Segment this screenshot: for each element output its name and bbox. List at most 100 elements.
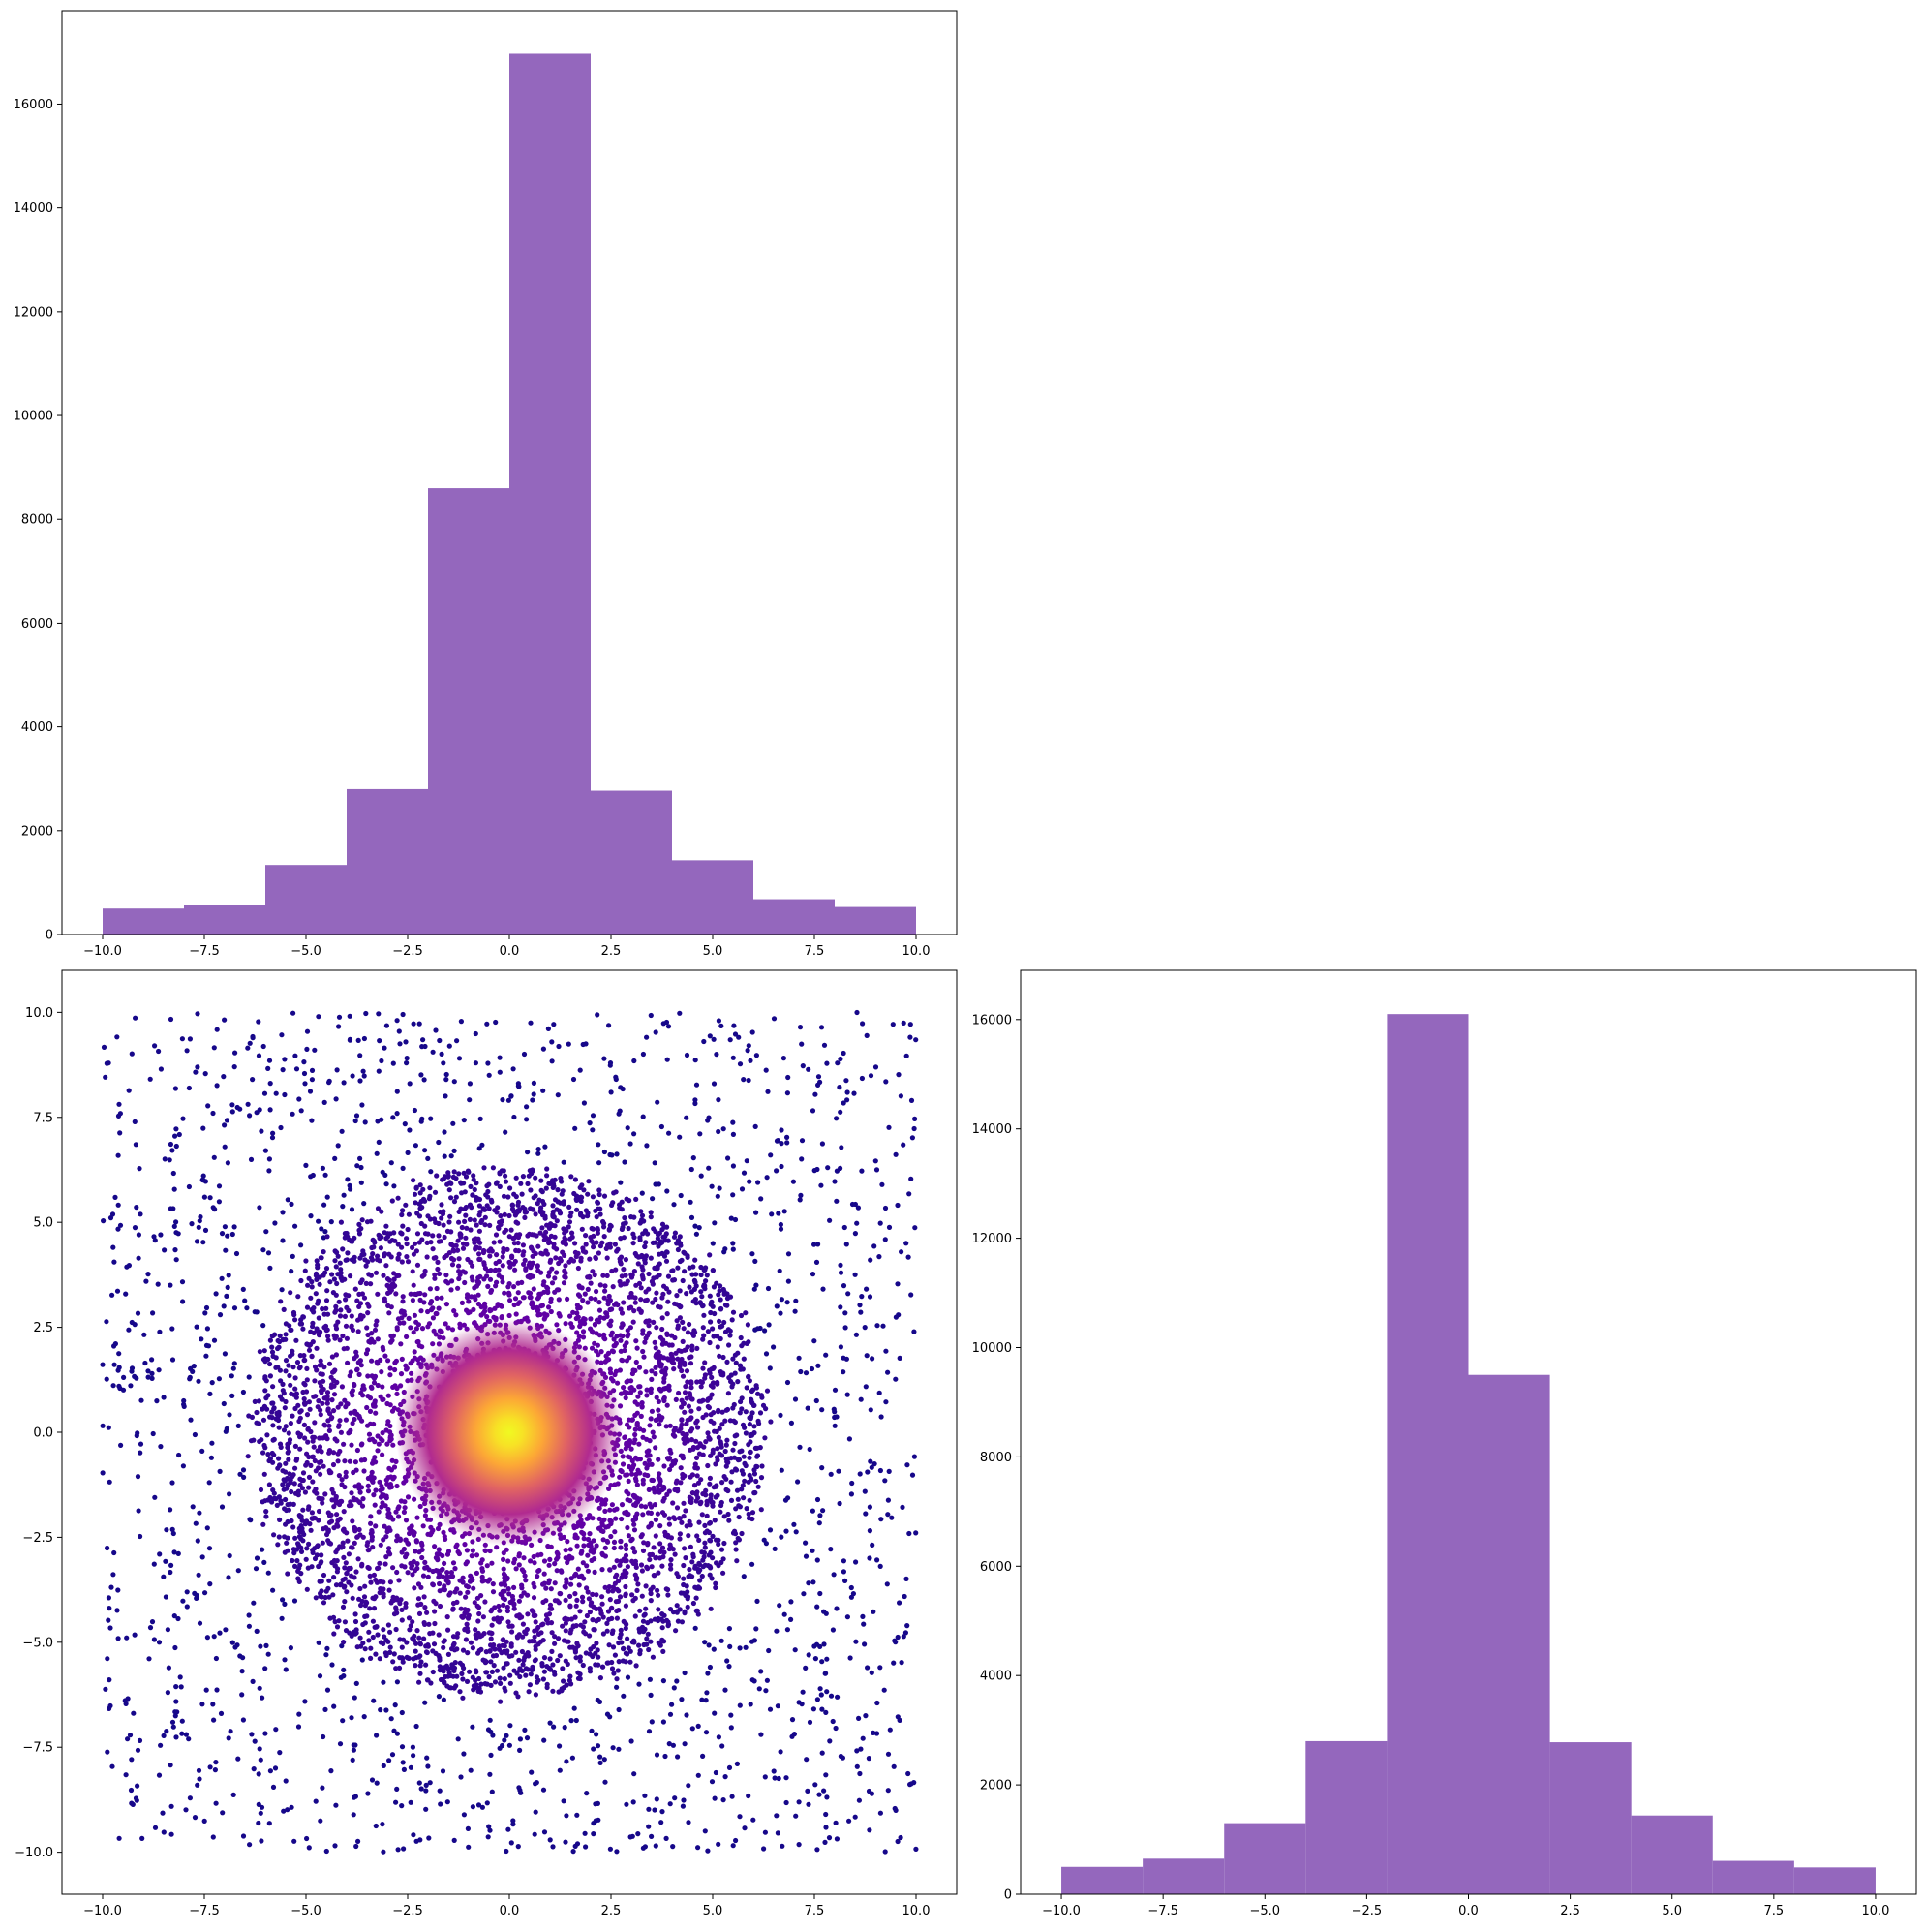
scatter-point [424, 1565, 429, 1570]
scatter-point [423, 1807, 428, 1812]
scatter-point [396, 1257, 401, 1262]
scatter-point [456, 1239, 461, 1243]
scatter-point [649, 1013, 654, 1018]
scatter-point [198, 1621, 202, 1626]
scatter-point [838, 1304, 842, 1309]
scatter-point [205, 1103, 210, 1108]
scatter-point [806, 1067, 810, 1072]
scatter-point [785, 1495, 790, 1500]
scatter-point [290, 1524, 295, 1529]
scatter-point [400, 1224, 405, 1229]
scatter-point [358, 1358, 363, 1363]
scatter-point [640, 1332, 645, 1336]
scatter-point [498, 1240, 503, 1244]
scatter-point [727, 1626, 732, 1631]
scatter-point [373, 1487, 378, 1492]
scatter-point [806, 1580, 810, 1585]
scatter-point [412, 1283, 416, 1288]
scatter-point [631, 1241, 636, 1245]
scatter-point [885, 1370, 890, 1375]
scatter-point [225, 1234, 229, 1239]
scatter-point [708, 1294, 713, 1299]
scatter-point [730, 1120, 735, 1125]
scatter-point [368, 1514, 373, 1518]
scatter-point [597, 1755, 602, 1760]
scatter-point [456, 1220, 461, 1225]
scatter-point [516, 1281, 521, 1286]
scatter-point [758, 1669, 763, 1673]
scatter-point [692, 1483, 697, 1487]
scatter-point [267, 1821, 272, 1825]
scatter-point [457, 1056, 462, 1060]
scatter-point [322, 1229, 327, 1234]
scatter-point [839, 1344, 843, 1349]
scatter-point [709, 1383, 714, 1388]
scatter-point [590, 1592, 595, 1597]
scatter-point [649, 1598, 654, 1603]
scatter-point [197, 1511, 201, 1516]
scatter-point [448, 1685, 453, 1690]
scatter-point [362, 1296, 367, 1301]
scatter-point [310, 1077, 315, 1082]
scatter-point [748, 1450, 752, 1455]
scatter-point [374, 1271, 379, 1275]
scatter-point [681, 1797, 686, 1802]
scatter-point [644, 1636, 649, 1641]
scatter-point [561, 1678, 566, 1683]
scatter-point [336, 1143, 341, 1148]
scatter-point [635, 1346, 640, 1351]
scatter-point [382, 1299, 387, 1303]
scatter-point [248, 1041, 253, 1046]
scatter-point [171, 1531, 176, 1536]
scatter-point [341, 1605, 346, 1610]
scatter-point [750, 1029, 755, 1034]
scatter-point [695, 1473, 700, 1478]
scatter-point [622, 1215, 627, 1220]
scatter-point [187, 1184, 192, 1189]
scatter-point [842, 1310, 847, 1315]
scatter-point [300, 1538, 305, 1543]
scatter-point [650, 1719, 655, 1724]
scatter-point [597, 1207, 602, 1211]
scatter-point [354, 1354, 359, 1359]
scatter-point [689, 1347, 694, 1352]
scatter-point [463, 1607, 468, 1611]
scatter-point [580, 1227, 585, 1232]
scatter-point [742, 1357, 747, 1362]
scatter-point [737, 1449, 742, 1454]
scatter-point [686, 1255, 690, 1260]
scatter-point [422, 1292, 427, 1297]
scatter-point [814, 1642, 819, 1647]
scatter-point [369, 1386, 374, 1391]
scatter-point [762, 1435, 767, 1440]
scatter-point [641, 1052, 646, 1057]
scatter-point [617, 1112, 622, 1117]
scatter-point [641, 1276, 646, 1281]
scatter-point [695, 1845, 700, 1850]
scatter-point [352, 1575, 356, 1579]
scatter-point [882, 1478, 887, 1483]
scatter-point [445, 1614, 450, 1619]
scatter-point [645, 1449, 650, 1454]
scatter-point [567, 1678, 572, 1683]
scatter-point [738, 1061, 743, 1066]
scatter-point [251, 1438, 256, 1443]
scatter-point [372, 1475, 377, 1480]
scatter-point [730, 1317, 735, 1322]
scatter-point [506, 1213, 511, 1218]
scatter-point [602, 1289, 607, 1294]
scatter-point [845, 1614, 850, 1619]
scatter-point [493, 1679, 498, 1684]
scatter-point [724, 1487, 729, 1492]
scatter-point [723, 1449, 728, 1454]
scatter-point [340, 1334, 345, 1338]
scatter-point [219, 1711, 224, 1716]
scatter-point [533, 1176, 537, 1181]
scatter-point [322, 1423, 327, 1427]
scatter-point [173, 1126, 178, 1131]
scatter-point [342, 1458, 347, 1463]
scatter-point [324, 1288, 329, 1293]
scatter-point [321, 1734, 325, 1739]
scatter-point [456, 1264, 461, 1269]
scatter-point [567, 1219, 572, 1224]
